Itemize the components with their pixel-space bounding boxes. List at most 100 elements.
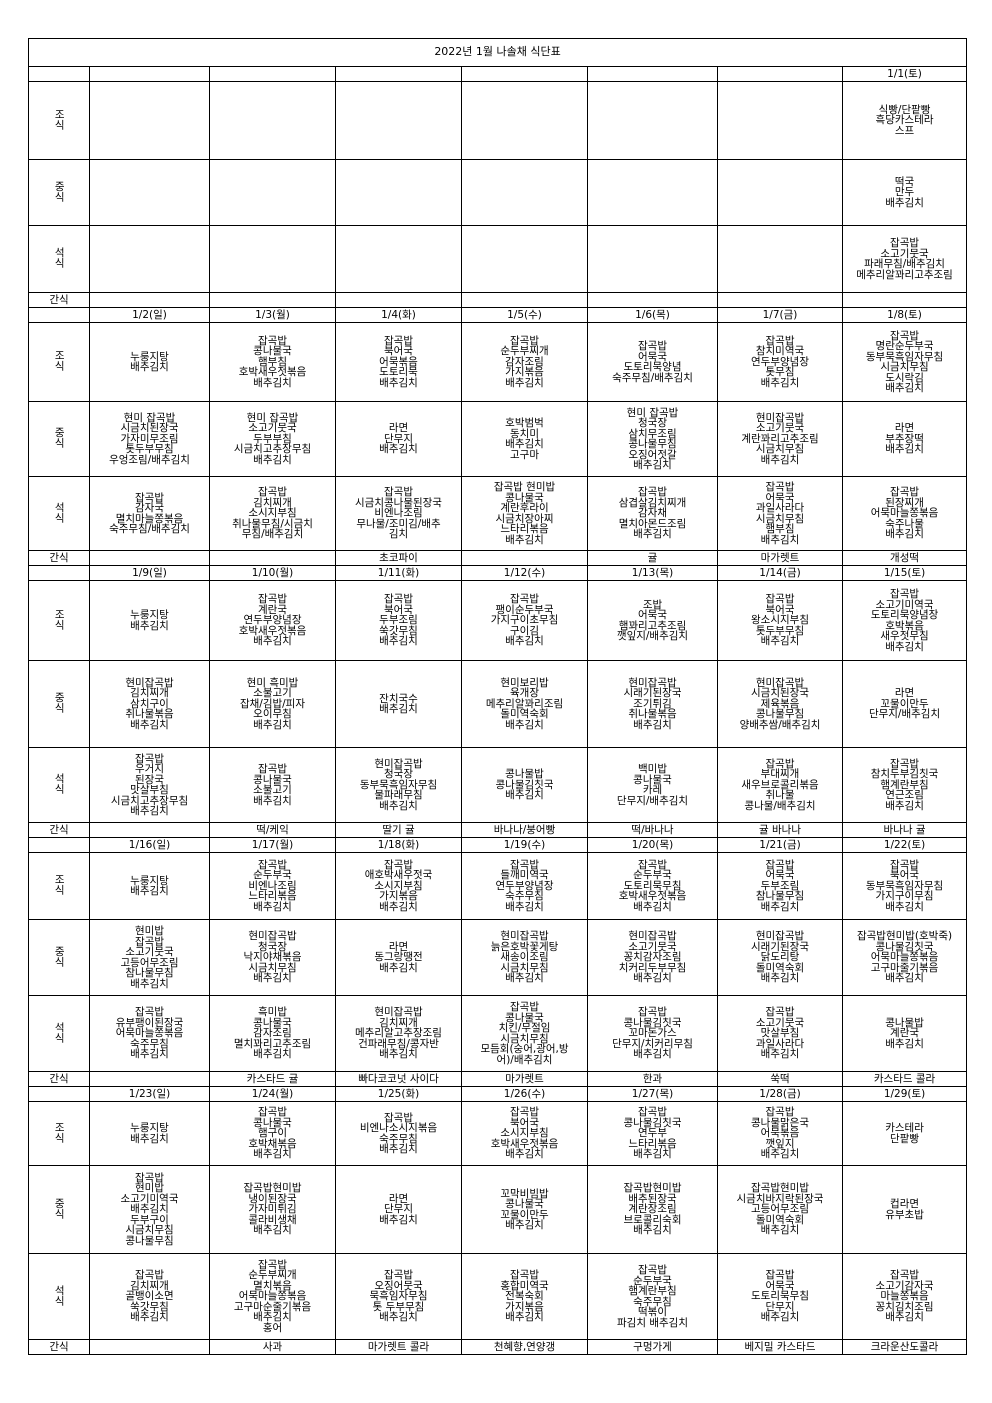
menu-item: 순두부국 — [633, 869, 672, 882]
menu-item: 배추김치 — [130, 361, 169, 373]
meal-label-text: 중식 — [53, 180, 66, 202]
menu-item: 잡채/김밥/피자 — [239, 697, 306, 710]
date-cell: 1/23(일) — [89, 1086, 210, 1102]
menu-item: 파래무침/배추김치 — [864, 258, 945, 270]
menu-cell — [461, 225, 588, 293]
menu-item: 도토리묵무침 — [623, 879, 682, 892]
menu-item: 잡곡밥 — [765, 593, 795, 606]
menu-item: 취나물 — [765, 789, 795, 802]
menu-item: 시금치무침 — [755, 443, 805, 456]
menu-cell: 잡곡밥 콩나물국 소불고기 배추김치 — [209, 747, 336, 823]
menu-item: 잡곡밥 — [890, 237, 920, 249]
menu-item: 묵흑임자무침 — [369, 1290, 428, 1303]
snack-cell: 초코파이 — [335, 550, 462, 566]
menu-item: 팽이순두부국 — [495, 603, 554, 616]
menu-item: 깻잎지 — [765, 1137, 795, 1150]
menu-cell — [89, 225, 210, 293]
menu-cell — [335, 225, 462, 293]
menu-item: 배추김치 — [253, 453, 292, 466]
date-cell: 1/13(목) — [587, 565, 718, 581]
menu-item: 배추김치 — [379, 900, 418, 913]
menu-item: 어묵마늘쫑볶음 — [238, 1290, 307, 1303]
menu-item: 꽁치감자조림 — [623, 951, 682, 964]
menu-item: 배추김치 — [885, 443, 924, 456]
menu-item: 소고기뭇국 — [628, 940, 677, 953]
menu-item: 모듬회(숭어,광어,방 — [480, 1043, 569, 1055]
meal-label-text: 조식 — [53, 608, 66, 630]
meal-label-text: 조식 — [53, 874, 66, 896]
menu-item: 배추김치 — [253, 376, 292, 389]
menu-item: 콩나물밥 — [885, 1016, 924, 1029]
menu-item: 배추김치 — [633, 1148, 672, 1161]
menu-cell: 현미잡곡밥 청국장 동부묵흑임자무침 물파래무침 배추김치 — [335, 747, 462, 823]
menu-item: 순두부찌개 — [500, 345, 549, 358]
menu-item: 단무지 — [765, 1300, 795, 1313]
menu-item: 현미잡곡밥 — [755, 676, 805, 689]
menu-item: 잡곡밥 — [890, 858, 920, 871]
menu-item: 도토리묵양념장 — [870, 609, 939, 621]
menu-item: 도토리묵양념 — [623, 361, 682, 373]
menu-item: 도토리묵무침 — [751, 1290, 809, 1303]
menu-item: 오징어뭇국 — [374, 1279, 423, 1292]
snack-cell — [89, 550, 210, 566]
menu-item: 햄계란부침 — [628, 1285, 677, 1297]
snack-cell — [461, 550, 588, 566]
menu-item: 비엔나조림 — [374, 507, 423, 520]
menu-item: 우거지 — [135, 763, 164, 775]
menu-item: 숙주무침 — [633, 1295, 672, 1308]
menu-item: 치킨/무절임 — [498, 1022, 551, 1034]
menu-item: 배추김치 — [505, 533, 544, 546]
menu-item: 배추김치 — [379, 635, 418, 648]
menu-item: 제육볶음 — [760, 697, 800, 710]
date-cell — [89, 66, 210, 82]
menu-item: 누룽지탕 — [130, 1122, 169, 1134]
snack-cell: 쑥떡 — [717, 1071, 843, 1087]
menu-item: 단팥빵 — [890, 1132, 920, 1145]
menu-item: 배추김치 — [253, 1224, 292, 1237]
snack-cell: 귤 — [587, 550, 718, 566]
menu-item: 호박새우젓볶음 — [618, 890, 687, 903]
menu-item: 콩나물밥 — [505, 768, 544, 781]
meal-label-text: 중식 — [53, 1197, 66, 1219]
menu-cell: 잡곡밥 북어국 동부묵흑임자무침 가지구이무침 배추김치 — [841, 852, 968, 920]
date-cell: 1/21(금) — [717, 837, 843, 853]
menu-cell: 잡곡밥 소고기감자국 마늘쫑볶음 꽁치김치조림 배추김치 — [841, 1253, 968, 1340]
menu-item: 배추김치 — [760, 900, 800, 913]
menu-item: 새우젓무침 — [880, 630, 929, 642]
date-cell: 1/17(월) — [209, 837, 336, 853]
menu-cell: 흑미밥 콩나물국 감자조림 멸치꽈리고추조림 배추김치 — [209, 995, 336, 1072]
menu-item: 배추김치 — [379, 1213, 418, 1226]
menu-cell: 잡곡밥 명란순두부국 동부묵흑임자무침 시금치무침 도시락김 배추김치 — [841, 322, 968, 402]
menu-cell: 라면 단무지 배추김치 — [335, 1165, 462, 1254]
menu-item: 고구마 — [510, 448, 539, 461]
menu-item: 골뱅이소면 — [125, 1290, 174, 1303]
meal-label: 석식 — [28, 1253, 90, 1340]
menu-item: 양배추쌈/배추김치 — [739, 718, 821, 731]
menu-item: 잡곡밥 — [384, 334, 413, 347]
meal-label: 간식 — [28, 292, 90, 308]
menu-cell — [461, 81, 588, 160]
menu-item: 연두부양념장 — [243, 614, 302, 627]
menu-item: 두부구이 — [130, 1213, 169, 1226]
menu-item: 무나물/조미김/배추 — [356, 517, 441, 530]
menu-item: 계란국 — [258, 603, 287, 616]
breakfast-row: 조식 누룽지탕 배추김치 잡곡밥 순두부국 비엔나조림 느타리볶음 배추김치 잡곡밥 애호박새우젓… — [28, 852, 968, 920]
menu-item: 숙주무침 — [505, 890, 544, 903]
menu-cell: 잡곡밥 참치미역국 연두부양념장 톳무침 배추김치 — [717, 322, 843, 402]
date-cell: 1/7(금) — [717, 307, 843, 323]
menu-item: 멸치마늘쫑볶음 — [115, 512, 184, 525]
menu-item: 배추김치 — [253, 718, 292, 731]
meal-label-text: 석식 — [53, 247, 66, 269]
menu-item: 잡곡밥 — [384, 486, 413, 499]
snack-row: 간식 카스타드 귤 빠다코코넛 사이다 마가렛트 한과 쑥떡 카스타드 콜라 — [28, 1071, 968, 1087]
snack-cell: 개성떡 — [841, 550, 968, 566]
menu-item: 도토리묵 — [379, 366, 418, 379]
menu-item: 잡곡밥 — [890, 486, 920, 499]
menu-item: 잡곡밥 — [890, 588, 920, 600]
menu-item: 흑당카스테라 — [875, 114, 934, 127]
menu-cell: 잡곡밥 김치찌개 골뱅이소면 쑥갓무침 배추김치 — [89, 1253, 210, 1340]
menu-item: 식빵/단팥빵 — [878, 103, 931, 116]
menu-cell: 잡곡밥 순두부찌개 멸치볶음 어묵마늘쫑볶음 고구마순줄기볶음 배추김치 홍어 — [209, 1253, 336, 1340]
menu-item: 쑥갓무침 — [379, 624, 418, 637]
menu-item: 잡곡밥 — [135, 752, 164, 765]
